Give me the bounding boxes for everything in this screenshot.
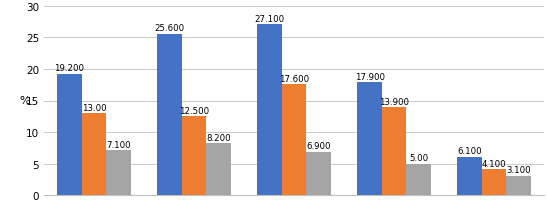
- Bar: [257, 25, 282, 195]
- Text: 3.100: 3.100: [507, 165, 531, 174]
- Text: 7.100: 7.100: [106, 140, 131, 149]
- Text: 6.100: 6.100: [457, 146, 482, 155]
- Bar: [357, 83, 382, 195]
- Text: 27.100: 27.100: [254, 14, 284, 23]
- Bar: [282, 85, 306, 195]
- Y-axis label: %: %: [19, 96, 30, 106]
- Bar: [482, 170, 507, 195]
- Text: 17.600: 17.600: [279, 74, 309, 83]
- Bar: [82, 114, 106, 195]
- Bar: [306, 152, 331, 195]
- Bar: [57, 75, 82, 195]
- Bar: [206, 144, 231, 195]
- Text: 6.900: 6.900: [306, 141, 331, 150]
- Bar: [406, 164, 431, 195]
- Bar: [457, 157, 482, 195]
- Text: 13.900: 13.900: [379, 97, 409, 106]
- Bar: [507, 176, 531, 195]
- Text: 25.600: 25.600: [154, 24, 184, 33]
- Bar: [182, 117, 206, 195]
- Bar: [157, 34, 182, 195]
- Bar: [106, 151, 131, 195]
- Text: 12.500: 12.500: [179, 106, 209, 115]
- Text: 13.00: 13.00: [82, 103, 106, 112]
- Text: 4.100: 4.100: [482, 159, 507, 168]
- Text: 8.200: 8.200: [206, 133, 231, 142]
- Bar: [382, 108, 406, 195]
- Text: 5.00: 5.00: [409, 153, 428, 162]
- Text: 17.900: 17.900: [354, 72, 385, 81]
- Text: 19.200: 19.200: [55, 64, 84, 73]
